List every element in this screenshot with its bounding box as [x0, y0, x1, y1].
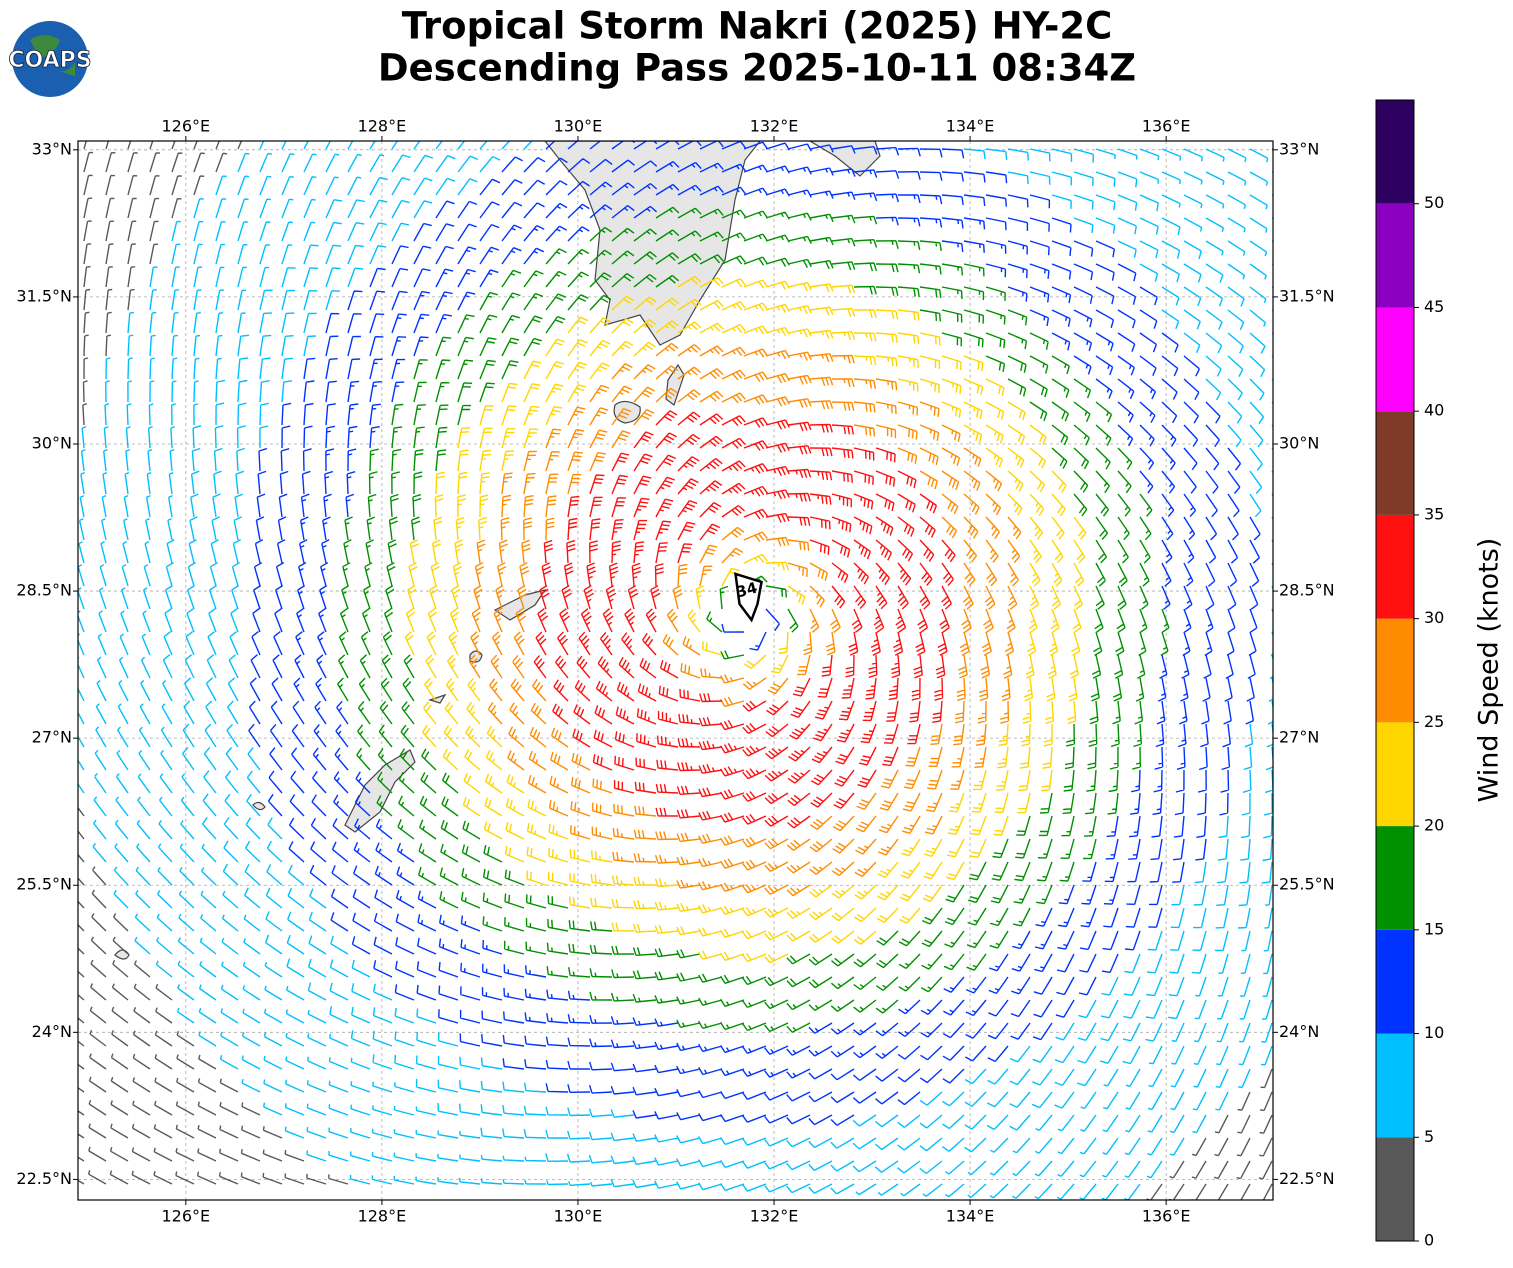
colorbar-tick-label: 10	[1424, 1023, 1444, 1042]
lat-label: 33°N	[1279, 139, 1319, 158]
colorbar-tick-label: 5	[1424, 1127, 1434, 1146]
colorbar-tick-label: 35	[1424, 504, 1444, 523]
lat-label: 24°N	[32, 1022, 72, 1041]
colorbar-bin	[1376, 203, 1414, 308]
wind-barbs	[468, 342, 1022, 897]
lat-label: 27°N	[1279, 728, 1319, 747]
storm-intensity: 34	[734, 579, 759, 602]
subtitle: Descending Pass 2025-10-11 08:34Z	[378, 47, 1136, 90]
colorbar-tick-label: 15	[1424, 919, 1444, 938]
colorbar-tick-label: 50	[1424, 193, 1444, 212]
lon-label: 128°E	[358, 1207, 407, 1226]
wind-field	[78, 141, 1273, 1200]
colorbar-tick-label: 0	[1424, 1231, 1434, 1250]
colorbar-frame	[1375, 99, 1415, 1242]
map-frame	[77, 140, 1274, 1201]
colorbar-bin	[1376, 514, 1414, 619]
lat-label: 25.5°N	[1279, 875, 1335, 894]
wind-barbs	[78, 141, 1273, 1200]
lon-label: 132°E	[750, 117, 799, 136]
lon-label: 126°E	[162, 1207, 211, 1226]
lon-label: 130°E	[554, 1207, 603, 1226]
lon-label: 134°E	[946, 117, 995, 136]
logo: COAPS	[8, 21, 92, 97]
lon-label: 130°E	[554, 117, 603, 136]
colorbar: 0 5 10 15 20 25 30 35 40 45 50	[1375, 99, 1444, 1250]
wind-barbs	[248, 141, 1261, 1126]
lat-label: 30°N	[1279, 433, 1319, 452]
colorbar-bin	[1376, 826, 1414, 930]
colorbar-bin	[1376, 307, 1414, 412]
colorbar-label: Wind Speed (knots)	[1474, 538, 1505, 803]
colorbar-tick-label: 30	[1424, 608, 1444, 627]
colorbar-bin	[1376, 1033, 1414, 1138]
colorbar-bin	[1376, 1137, 1414, 1241]
lat-label: 31.5°N	[16, 286, 72, 305]
colorbar-bin	[1376, 929, 1414, 1034]
title: Tropical Storm Nakri (2025) HY-2C	[402, 5, 1113, 48]
wind-barbs	[533, 410, 956, 829]
colorbar-bin	[1376, 411, 1414, 515]
storm-marker: 34	[734, 572, 763, 623]
colorbar-tick-label: 40	[1424, 401, 1444, 420]
lat-label: 28.5°N	[16, 581, 72, 600]
lat-label: 22.5°N	[16, 1169, 72, 1188]
logo-text: COAPS	[8, 48, 91, 73]
colorbar-bin	[1376, 618, 1414, 723]
lon-label: 126°E	[162, 117, 211, 136]
lat-label: 24°N	[1279, 1022, 1319, 1041]
lat-label: 30°N	[32, 433, 72, 452]
lon-label: 136°E	[1142, 117, 1191, 136]
lon-label: 136°E	[1142, 1207, 1191, 1226]
lat-label: 25.5°N	[16, 875, 72, 894]
lat-label: 28.5°N	[1279, 581, 1335, 600]
lat-label: 31.5°N	[1279, 286, 1335, 305]
lat-label: 27°N	[32, 728, 72, 747]
colorbar-tick-label: 45	[1424, 297, 1444, 316]
map	[78, 141, 1273, 1200]
lat-label: 33°N	[32, 139, 72, 158]
colorbar-bin	[1376, 100, 1414, 204]
wind-barbs	[337, 206, 1170, 1033]
wind-barbs	[78, 141, 1273, 1200]
wind-barbs	[404, 275, 1087, 964]
lon-label: 132°E	[750, 1207, 799, 1226]
colorbar-tick-label: 25	[1424, 712, 1444, 731]
lat-label: 22.5°N	[1279, 1169, 1335, 1188]
lon-label: 128°E	[358, 117, 407, 136]
lon-label: 134°E	[946, 1207, 995, 1226]
storm-icon	[734, 572, 763, 623]
colorbar-bin	[1376, 722, 1414, 827]
colorbar-tick-label: 20	[1424, 816, 1444, 835]
